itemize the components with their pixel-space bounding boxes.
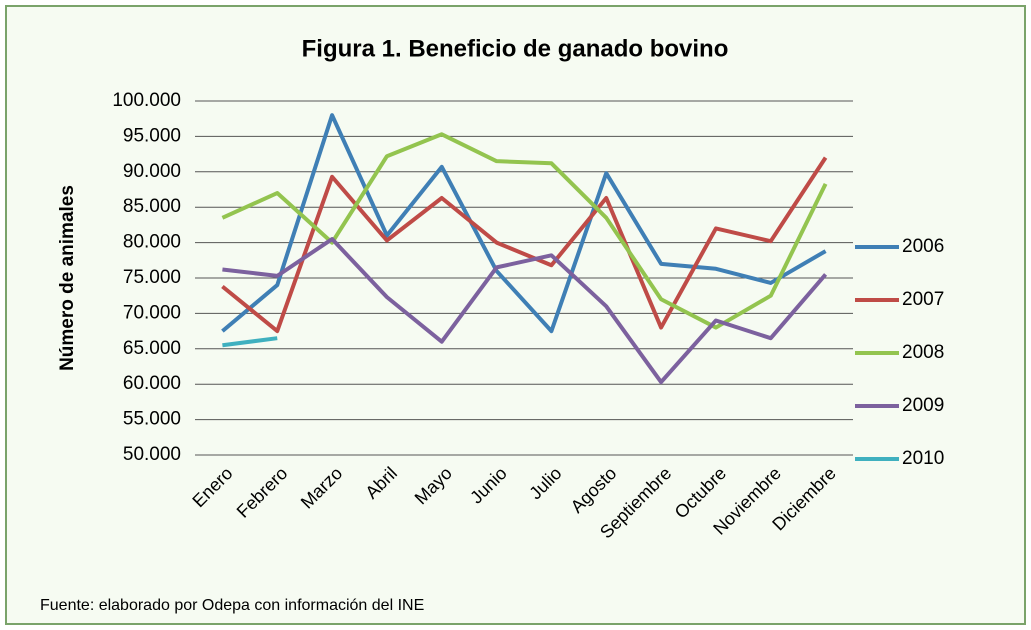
y-tick-label: 50.000 xyxy=(123,444,181,465)
y-tick-label: 75.000 xyxy=(123,267,181,288)
y-tick-label: 55.000 xyxy=(123,409,181,430)
legend-label: 2006 xyxy=(902,236,944,257)
legend-label: 2010 xyxy=(902,448,944,469)
chart-frame xyxy=(5,5,1026,625)
legend-label: 2008 xyxy=(902,342,944,363)
legend-label: 2007 xyxy=(902,289,944,310)
y-tick-label: 70.000 xyxy=(123,302,181,323)
source-note: Fuente: elaborado por Odepa con informac… xyxy=(40,597,424,614)
y-tick-label: 80.000 xyxy=(123,232,181,253)
y-tick-label: 100.000 xyxy=(112,90,181,111)
y-axis-label: Número de animales xyxy=(57,185,78,371)
y-tick-label: 60.000 xyxy=(123,373,181,394)
legend-label: 2009 xyxy=(902,395,944,416)
y-tick-label: 95.000 xyxy=(123,125,181,146)
y-tick-label: 90.000 xyxy=(123,161,181,182)
series-line xyxy=(221,113,827,334)
y-tick-label: 65.000 xyxy=(123,338,181,359)
series-line xyxy=(222,237,828,385)
y-tick-label: 85.000 xyxy=(123,196,181,217)
series-line xyxy=(221,156,828,334)
chart-title: Figura 1. Beneficio de ganado bovino xyxy=(302,35,729,62)
series-line xyxy=(222,336,278,348)
